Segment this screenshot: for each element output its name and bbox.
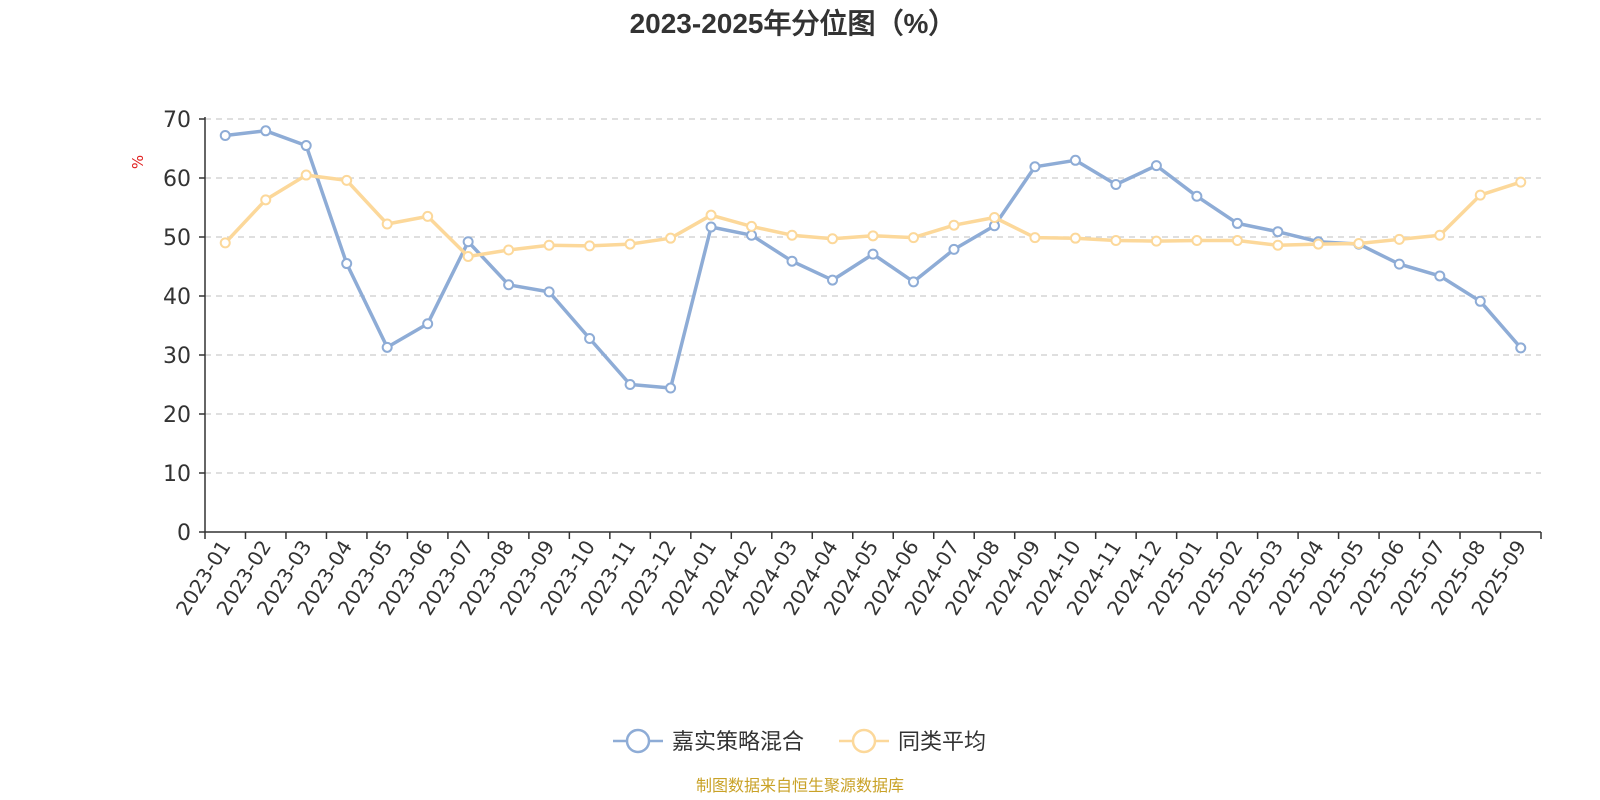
data-point <box>786 229 798 241</box>
data-point <box>948 243 960 255</box>
data-point <box>624 238 636 250</box>
y-axis-label: % <box>129 155 147 169</box>
data-point <box>948 219 960 231</box>
data-point <box>1069 154 1081 166</box>
data-point <box>341 174 353 186</box>
data-point <box>988 212 1000 224</box>
series-lines <box>219 125 1527 394</box>
data-point <box>300 169 312 181</box>
data-point <box>1191 190 1203 202</box>
data-point <box>462 236 474 248</box>
data-point <box>1474 295 1486 307</box>
data-point <box>584 332 596 344</box>
data-point <box>907 276 919 288</box>
data-point <box>1515 176 1527 188</box>
data-point <box>1150 235 1162 247</box>
data-point <box>1231 235 1243 247</box>
data-point <box>462 250 474 262</box>
data-point <box>705 209 717 221</box>
y-tick-label: 70 <box>163 108 191 133</box>
data-point <box>422 210 434 222</box>
data-point <box>381 341 393 353</box>
series-2 <box>219 169 1527 262</box>
data-point <box>1110 178 1122 190</box>
data-point <box>1393 258 1405 270</box>
data-point <box>219 237 231 249</box>
series-1 <box>219 125 1527 394</box>
data-point <box>1272 226 1284 238</box>
data-point <box>219 130 231 142</box>
data-point <box>624 379 636 390</box>
y-tick-label: 0 <box>177 521 191 546</box>
data-point <box>746 220 758 232</box>
legend-label: 嘉实策略混合 <box>672 730 804 755</box>
data-point <box>422 318 434 330</box>
y-tick-label: 10 <box>163 462 191 487</box>
data-point <box>827 274 839 286</box>
data-point <box>543 239 555 251</box>
data-point <box>1191 235 1203 247</box>
legend: 嘉实策略混合 同类平均 <box>613 728 986 755</box>
data-point <box>705 221 717 233</box>
legend-label: 同类平均 <box>898 730 986 755</box>
data-point <box>503 279 515 291</box>
data-point <box>907 232 919 244</box>
legend-item-2[interactable]: 同类平均 <box>839 728 986 755</box>
y-tick-labels: 0 10 20 30 40 50 60 70 <box>163 108 191 546</box>
data-point <box>1515 342 1527 354</box>
y-tick-label: 40 <box>163 285 191 310</box>
data-point <box>300 140 312 152</box>
data-point <box>1272 239 1284 251</box>
series-line <box>223 173 1523 259</box>
data-point <box>341 258 353 270</box>
data-point <box>867 230 879 242</box>
legend-marker-icon <box>851 728 877 754</box>
data-point <box>1312 238 1324 250</box>
data-point <box>584 240 596 252</box>
data-point <box>1353 237 1365 249</box>
data-point <box>867 248 879 260</box>
data-point <box>381 218 393 230</box>
data-point <box>1029 232 1041 244</box>
data-point <box>260 194 272 206</box>
data-point <box>503 244 515 256</box>
data-point <box>746 229 758 241</box>
data-point <box>1150 160 1162 172</box>
source-note: 制图数据来自恒生聚源数据库 <box>696 776 904 795</box>
chart-title: 2023-2025年分位图（%） <box>630 7 957 39</box>
x-tick-labels: 2023-012023-022023-032023-042023-052023-… <box>171 536 1531 620</box>
data-point <box>665 382 677 394</box>
grid-lines <box>205 118 1541 474</box>
y-tick-label: 60 <box>163 167 191 192</box>
y-tick-label: 50 <box>163 226 191 251</box>
legend-item-1[interactable]: 嘉实策略混合 <box>613 728 804 755</box>
y-tick-label: 20 <box>163 403 191 428</box>
data-point <box>665 232 677 244</box>
data-point <box>1110 235 1122 247</box>
data-point <box>1434 229 1446 241</box>
data-point <box>1393 233 1405 245</box>
data-point <box>827 233 839 245</box>
data-point <box>543 286 555 298</box>
legend-marker-icon <box>625 728 651 754</box>
y-tick-label: 30 <box>163 344 191 369</box>
data-point <box>1069 232 1081 244</box>
data-point <box>1231 217 1243 229</box>
data-point <box>1474 189 1486 201</box>
data-point <box>786 255 798 267</box>
data-point <box>1029 161 1041 173</box>
data-point <box>1434 270 1446 282</box>
axes <box>199 117 1542 539</box>
data-point <box>260 125 272 137</box>
